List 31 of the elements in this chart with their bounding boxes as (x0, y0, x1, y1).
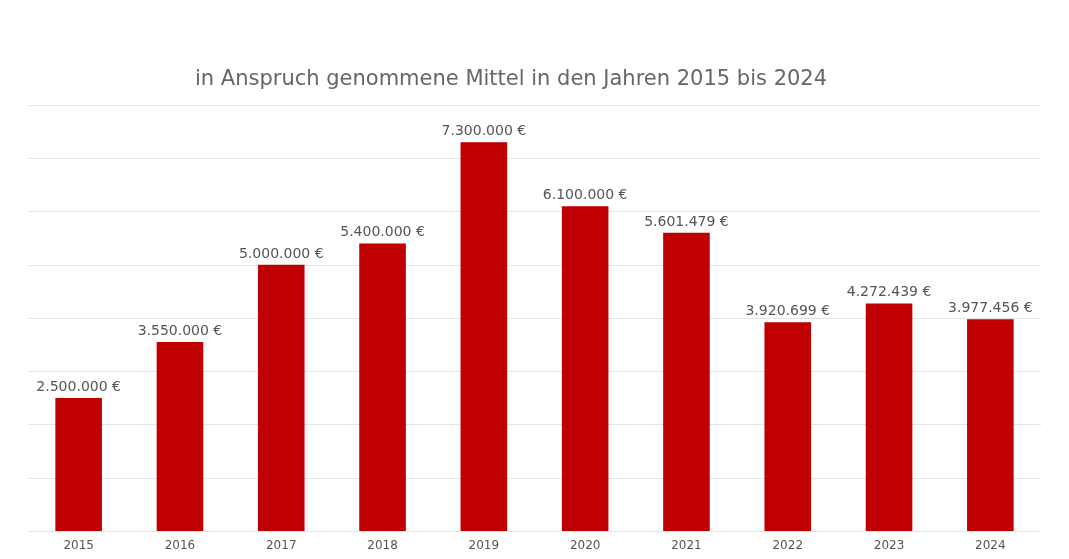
bar (561, 206, 609, 531)
data-label: 7.300.000 € (441, 122, 527, 139)
data-label: 3.920.699 € (745, 302, 831, 319)
x-tick-label: 2022 (772, 538, 804, 552)
data-label: 3.550.000 € (137, 321, 223, 338)
x-tick-label: 2020 (569, 538, 601, 552)
bar (55, 397, 102, 531)
bar (663, 232, 710, 531)
x-tick-label: 2015 (63, 538, 94, 552)
x-tick-label: 2017 (265, 538, 297, 552)
data-label: 5.400.000 € (340, 223, 425, 240)
bar (764, 322, 812, 531)
data-label: 3.977.456 € (948, 299, 1033, 316)
bar (865, 303, 913, 531)
bar (460, 142, 508, 531)
x-tick-label: 2019 (468, 538, 500, 552)
bar (359, 243, 406, 531)
x-tick-label: 2024 (975, 538, 1006, 552)
data-label: 6.100.000 € (542, 186, 628, 203)
x-tick-label: 2023 (873, 538, 905, 552)
chart-title: in Anspruch genommene Mittel in den Jahren 2015 bis 2024 (195, 65, 828, 90)
bar (257, 264, 305, 531)
x-tick-label: 2018 (367, 538, 398, 552)
bar (967, 319, 1014, 531)
x-tick-label: 2016 (164, 538, 196, 552)
data-label: 5.601.479 € (644, 212, 729, 229)
x-tick-label: 2021 (671, 538, 702, 552)
data-label: 2.500.000 € (36, 377, 121, 394)
bar (156, 341, 204, 531)
data-label: 4.272.439 € (846, 283, 932, 300)
data-label: 5.000.000 € (238, 244, 324, 261)
